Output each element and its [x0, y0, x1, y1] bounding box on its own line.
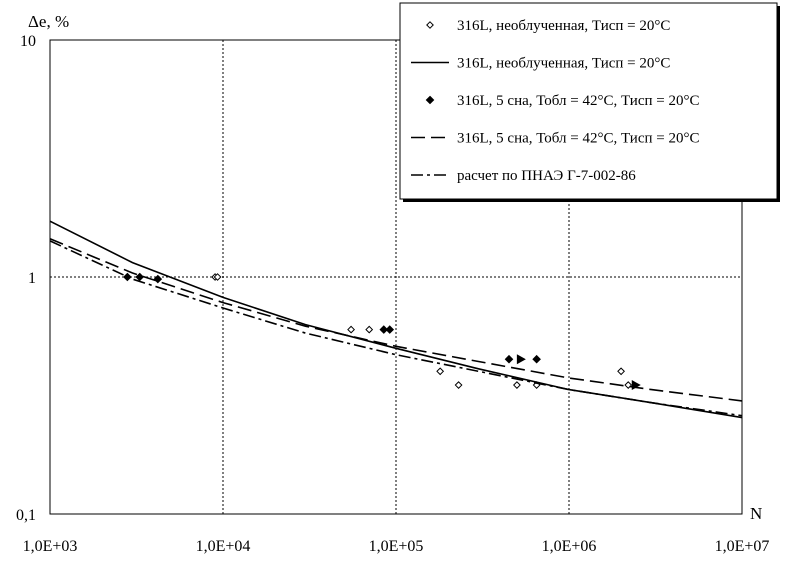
x-axis-label: N [750, 504, 762, 523]
legend: 316L, необлученная, Тисп = 20°С 316L, нео… [399, 2, 780, 202]
data-point [436, 367, 445, 376]
y-axis-label: Δe, % [28, 12, 69, 31]
data-point [385, 325, 395, 334]
legend-entry-label: 316L, 5 сна, Тобл = 42°С, Тисп = 20°С [457, 93, 699, 109]
legend-entry-1: 316L, необлученная, Тисп = 20°С [411, 56, 670, 72]
series-1-line [49, 220, 743, 419]
legend-entry-label: 316L, 5 сна, Тобл = 42°С, Тисп = 20°С [457, 131, 699, 147]
data-point [532, 354, 541, 364]
legend-entry-label: 316L, необлученная, Тисп = 20°С [457, 18, 670, 34]
y-tick-label: 10 [20, 33, 36, 50]
series-3 [49, 238, 743, 402]
data-series [49, 220, 743, 419]
data-point [504, 354, 514, 364]
runout-arrow [516, 354, 526, 365]
gridlines [50, 40, 742, 514]
data-point [513, 381, 521, 389]
plot-area-frame [49, 39, 743, 515]
data-point [617, 367, 625, 376]
legend-entry-2: 316L, 5 сна, Тобл = 42°С, Тисп = 20°С [425, 93, 699, 109]
x-tick-label: 1,0E+06 [542, 538, 597, 555]
data-point [365, 325, 374, 334]
legend-entry-0: 316L, необлученная, Тисп = 20°С [426, 18, 670, 34]
legend-entry-label: расчет по ПНАЭ Г-7-002-86 [457, 168, 636, 184]
series-0 [211, 273, 641, 391]
legend-entry-label: 316L, необлученная, Тисп = 20°С [457, 56, 670, 72]
series-3-line [49, 238, 743, 402]
legend-marker-swatch [426, 21, 434, 29]
data-point [379, 325, 389, 334]
x-tick-label: 1,0E+04 [196, 538, 251, 555]
y-tick-label: 0,1 [16, 507, 36, 524]
x-tick-label: 1,0E+05 [369, 538, 424, 555]
data-point [347, 325, 355, 334]
x-tick-label: 1,0E+03 [23, 538, 78, 555]
legend-marker-swatch [425, 95, 435, 105]
data-point [454, 381, 463, 389]
series-2 [123, 272, 541, 365]
x-tick-label: 1,0E+07 [715, 538, 770, 555]
series-4-line [49, 240, 743, 417]
axes: 1,0E+03 1,0E+04 1,0E+05 1,0E+06 1,0E+07 0,1 1 1… [16, 12, 769, 555]
series-1 [49, 220, 743, 419]
data-point [213, 273, 222, 281]
legend-box [399, 2, 778, 200]
legend-entry-3: 316L, 5 сна, Тобл = 42°С, Тисп = 20°С [411, 131, 699, 147]
y-tick-label: 1 [28, 270, 36, 287]
data-point [153, 274, 163, 284]
series-4 [49, 240, 743, 417]
data-point [135, 272, 145, 282]
legend-entry-4: расчет по ПНАЭ Г-7-002-86 [411, 168, 636, 184]
